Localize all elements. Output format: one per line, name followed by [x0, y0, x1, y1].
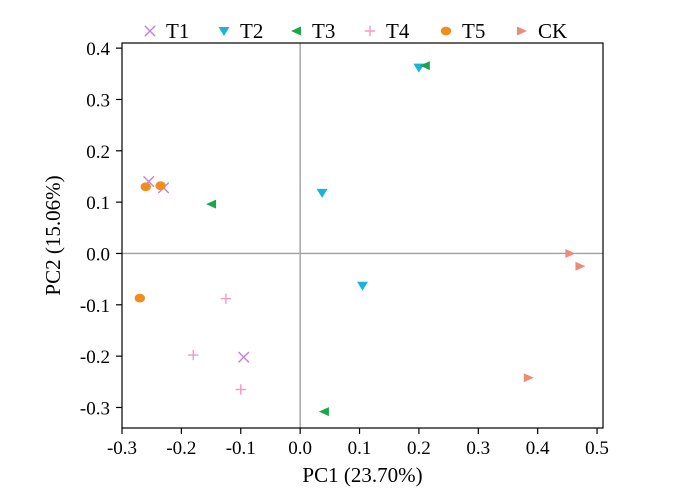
x-tick-label: -0.1 [226, 438, 256, 459]
legend-label: T2 [240, 19, 263, 43]
y-tick-label: 0.2 [86, 142, 110, 163]
point-ck [575, 261, 586, 271]
x-tick-label: 0.5 [585, 438, 609, 459]
legend-marker-t3 [291, 26, 301, 36]
y-tick-label: -0.2 [80, 347, 110, 368]
legend-label: T1 [166, 19, 189, 43]
point-ck [565, 248, 576, 258]
legend-marker-t2 [218, 27, 230, 36]
plot-frame [121, 42, 604, 429]
data-points [134, 61, 586, 417]
zero-lines [122, 43, 603, 428]
legend-marker-t4 [364, 25, 376, 37]
point-t3 [206, 199, 217, 209]
legend-label: T3 [312, 19, 335, 43]
point-t5 [155, 181, 166, 191]
x-axis-ticks: -0.3 -0.2 -0.1 0.0 0.1 0.2 0.3 0.4 0.5 [107, 428, 609, 459]
point-t2 [316, 188, 328, 198]
point-ck [523, 373, 534, 383]
y-tick-label: 0.4 [86, 39, 110, 60]
legend-label: T4 [386, 19, 410, 43]
point-t5 [134, 293, 146, 303]
legend-item-t4: T4 [364, 19, 410, 43]
legend-marker-ck [517, 26, 527, 36]
y-tick-label: 0.0 [86, 244, 110, 265]
legend-label: CK [538, 19, 567, 43]
x-axis-label: PC1 (23.70%) [302, 463, 422, 487]
y-axis-ticks: -0.3 -0.2 -0.1 0.0 0.1 0.2 0.3 0.4 [80, 39, 122, 419]
y-axis-label: PC2 (15.06%) [41, 175, 65, 295]
legend-item-ck: CK [517, 19, 567, 43]
y-tick-label: 0.3 [86, 90, 110, 111]
legend-item-t5: T5 [440, 19, 485, 43]
legend-item-t3: T3 [291, 19, 335, 43]
x-tick-label: 0.0 [288, 438, 312, 459]
legend: T1 T2 T3 T4 T5 CK [144, 19, 567, 43]
y-tick-label: -0.1 [80, 296, 110, 317]
y-tick-label: 0.1 [86, 193, 110, 214]
legend-item-t1: T1 [144, 19, 189, 43]
point-t4 [235, 384, 246, 395]
legend-label: T5 [462, 19, 485, 43]
point-t4 [220, 293, 232, 304]
point-t1 [238, 351, 250, 363]
legend-marker-t5 [440, 26, 452, 36]
legend-marker-t1 [144, 25, 156, 37]
x-tick-label: 0.1 [348, 438, 372, 459]
x-tick-label: -0.2 [166, 438, 196, 459]
legend-item-t2: T2 [218, 19, 263, 43]
y-tick-label: -0.3 [80, 398, 110, 419]
x-tick-label: 0.3 [466, 438, 490, 459]
point-t3 [419, 61, 430, 71]
x-tick-label: -0.3 [107, 438, 137, 459]
point-t3 [318, 407, 329, 417]
point-t2 [357, 281, 368, 291]
x-tick-label: 0.4 [526, 438, 550, 459]
x-tick-label: 0.2 [407, 438, 431, 459]
point-t5 [140, 182, 151, 192]
point-t4 [188, 349, 199, 361]
